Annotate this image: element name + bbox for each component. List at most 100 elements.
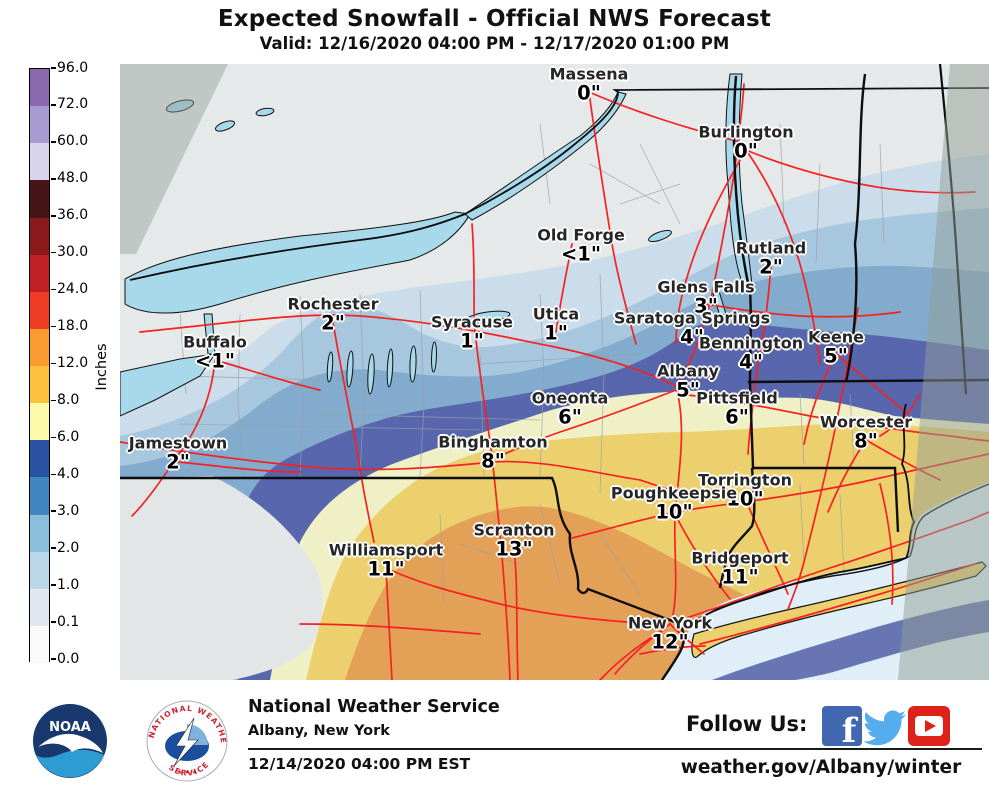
city-name: Saratoga Springs bbox=[613, 308, 771, 328]
city-name: Syracuse bbox=[431, 312, 513, 332]
city-label: Buffalo <1" bbox=[183, 332, 247, 373]
city-snowfall-amount: 1" bbox=[460, 329, 484, 353]
footer-agency: National Weather Service bbox=[248, 697, 500, 717]
facebook-icon[interactable]: f bbox=[822, 706, 862, 746]
colorbar-tick bbox=[51, 510, 56, 513]
colorbar-segment bbox=[30, 180, 49, 218]
city-name: Rochester bbox=[287, 294, 379, 314]
city-label: Rutland 2" bbox=[736, 240, 806, 279]
city-snowfall-amount: 4" bbox=[739, 350, 763, 374]
colorbar-segment bbox=[30, 143, 49, 181]
city-snowfall-amount: 1" bbox=[544, 321, 568, 345]
city-snowfall-amount: 6" bbox=[558, 405, 582, 429]
colorbar-segment bbox=[30, 254, 49, 292]
city-label: Jamestown 2" bbox=[128, 433, 228, 473]
city-label: Massena 0" bbox=[549, 64, 629, 105]
forecast-map: Massena 0" Burlington 0" Old Forge <1" Rutland… bbox=[120, 64, 989, 680]
city-name: Jamestown bbox=[128, 433, 228, 453]
colorbar-segment bbox=[30, 291, 49, 329]
city-name: Oneonta bbox=[531, 388, 609, 408]
colorbar-tick-label: 36.0 bbox=[57, 207, 89, 224]
city-name: Poughkeepsie bbox=[610, 483, 738, 503]
city-name: Binghamton bbox=[438, 432, 548, 452]
city-snowfall-amount: 2" bbox=[759, 255, 783, 279]
youtube-icon[interactable] bbox=[908, 706, 950, 746]
noaa-logo: NOAA bbox=[33, 704, 107, 778]
city-label: Syracuse 1" bbox=[431, 312, 513, 353]
colorbar-tick-label: 12.0 bbox=[57, 355, 89, 371]
city-snowfall-amount: <1" bbox=[560, 242, 602, 266]
follow-us-label: Follow Us: bbox=[686, 712, 808, 736]
colorbar-tick bbox=[51, 104, 56, 106]
county-lines bbox=[120, 123, 885, 605]
city-name: Worcester bbox=[819, 412, 913, 432]
colorbar-tick bbox=[51, 288, 56, 291]
city-name: Bridgeport bbox=[691, 548, 789, 568]
city-name: Glens Falls bbox=[657, 277, 755, 297]
city-label: Scranton 13" bbox=[473, 522, 554, 561]
twitter-icon[interactable] bbox=[862, 706, 906, 746]
city-label: Keene 5" bbox=[807, 327, 865, 368]
colorbar-tick-label: 0.1 bbox=[57, 613, 80, 630]
highways bbox=[120, 83, 989, 680]
city-label: Worcester 8" bbox=[819, 412, 913, 452]
city-snowfall-amount: 11" bbox=[721, 565, 759, 589]
city-label: Williamsport 11" bbox=[328, 540, 444, 580]
colorbar-tick bbox=[51, 141, 56, 143]
colorbar-tick bbox=[51, 658, 56, 660]
footer-url: weather.gov/Albany/winter bbox=[680, 757, 962, 778]
city-label: Bridgeport 11" bbox=[691, 548, 789, 589]
city-label: Saratoga Springs 4" bbox=[613, 308, 771, 348]
colorbar-tick-label: 72.0 bbox=[57, 96, 89, 113]
city-label: Burlington 0" bbox=[698, 124, 793, 163]
city-label: Albany 5" bbox=[657, 361, 719, 401]
svg-text:NOAA: NOAA bbox=[49, 720, 91, 735]
colorbar-segment bbox=[30, 440, 49, 478]
colorbar-segment bbox=[30, 514, 49, 552]
city-label: Old Forge <1" bbox=[537, 227, 625, 266]
colorbar-tick bbox=[51, 436, 56, 439]
city-snowfall-amount: <1" bbox=[194, 349, 236, 373]
city-label: Pittsfield 6" bbox=[696, 390, 778, 428]
st-lawrence-river bbox=[464, 91, 627, 221]
colorbar-tick bbox=[51, 67, 56, 69]
city-name: Massena bbox=[549, 64, 629, 84]
city-snowfall-amount: 12" bbox=[651, 630, 689, 654]
colorbar-tick-label: 60.0 bbox=[57, 133, 89, 150]
colorbar-tick-label: 6.0 bbox=[57, 428, 80, 445]
city-name: Keene bbox=[807, 327, 865, 347]
city-labels-layer: Massena 0" Burlington 0" Old Forge <1" Rutland… bbox=[120, 64, 989, 680]
footer-issued-time: 12/14/2020 04:00 PM EST bbox=[248, 755, 471, 773]
out-of-area-mask bbox=[120, 64, 989, 680]
colorbar-tick-label: 48.0 bbox=[57, 170, 89, 187]
colorbar-tick-label: 2.0 bbox=[57, 539, 80, 556]
colorbar-tick-label: 30.0 bbox=[57, 244, 89, 261]
city-snowfall-amount: 0" bbox=[734, 139, 758, 163]
map-graphic bbox=[120, 64, 989, 680]
colorbar-unit-label: Inches bbox=[94, 343, 110, 391]
city-name: Williamsport bbox=[328, 540, 444, 560]
city-name: Albany bbox=[657, 361, 719, 381]
colorbar-segment bbox=[30, 217, 49, 255]
colorbar-tick bbox=[51, 621, 56, 623]
city-snowfall-amount: 13" bbox=[495, 537, 533, 561]
colorbar-tick bbox=[51, 584, 56, 586]
city-label: New York 12" bbox=[628, 615, 712, 654]
snow-bands bbox=[120, 154, 989, 680]
city-label: Torrington 10" bbox=[698, 472, 792, 510]
colorbar-tick-label: 18.0 bbox=[57, 318, 89, 335]
city-snowfall-amount: 5" bbox=[824, 344, 848, 368]
city-label: Oneonta 6" bbox=[531, 388, 609, 429]
colorbar-tick-label: 1.0 bbox=[57, 576, 80, 593]
city-snowfall-amount: 8" bbox=[481, 449, 505, 473]
city-label: Rochester 2" bbox=[287, 294, 379, 334]
colorbar-tick-label: 0.0 bbox=[57, 650, 80, 667]
colorbar-tick-label: 24.0 bbox=[57, 281, 89, 298]
city-snowfall-amount: 0" bbox=[577, 81, 601, 105]
colorbar-segment bbox=[30, 69, 49, 107]
colorbar-segment bbox=[30, 551, 49, 589]
colorbar-segment bbox=[30, 477, 49, 515]
footer-office: Albany, New York bbox=[248, 723, 390, 739]
city-name: Buffalo bbox=[183, 332, 247, 352]
